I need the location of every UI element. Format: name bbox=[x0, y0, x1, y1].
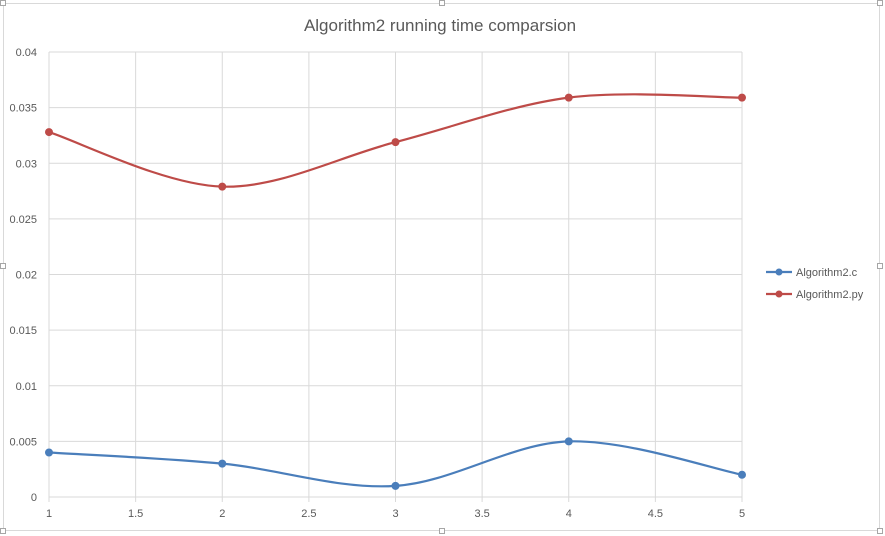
legend-label: Algorithm2.py bbox=[796, 289, 864, 301]
resize-handle-bottom-left[interactable] bbox=[0, 528, 6, 534]
x-tick-label: 1 bbox=[46, 508, 52, 520]
resize-handle-left[interactable] bbox=[0, 263, 6, 269]
y-axis-tick-labels: 0 0.005 0.01 0.015 0.02 0.025 0.03 0.035 0.04 bbox=[9, 47, 37, 504]
series-algorithm2-c[interactable] bbox=[45, 437, 746, 490]
resize-handle-right[interactable] bbox=[877, 263, 883, 269]
y-tick-label: 0.025 bbox=[9, 214, 37, 226]
y-tick-label: 0.015 bbox=[9, 325, 37, 337]
y-tick-label: 0.03 bbox=[16, 158, 37, 170]
legend-entry[interactable]: Algorithm2.c bbox=[766, 267, 858, 279]
x-tick-label: 2 bbox=[219, 508, 225, 520]
x-tick-label: 1.5 bbox=[128, 508, 143, 520]
resize-handle-bottom-right[interactable] bbox=[877, 528, 883, 534]
plot-area[interactable] bbox=[45, 93, 746, 490]
data-point[interactable] bbox=[564, 437, 573, 446]
x-axis-tick-labels: 1 1.5 2 2.5 3 3.5 4 4.5 5 bbox=[46, 508, 745, 520]
resize-handle-top[interactable] bbox=[439, 0, 445, 6]
y-tick-label: 0.005 bbox=[9, 436, 37, 448]
y-tick-label: 0.01 bbox=[16, 381, 37, 393]
y-tick-label: 0.035 bbox=[9, 103, 37, 115]
x-tick-label: 3.5 bbox=[474, 508, 489, 520]
data-point[interactable] bbox=[45, 448, 53, 457]
x-tick-label: 4.5 bbox=[648, 508, 663, 520]
data-point[interactable] bbox=[738, 93, 746, 102]
legend-marker-icon bbox=[775, 290, 783, 298]
data-point[interactable] bbox=[391, 481, 400, 490]
series-algorithm2-py[interactable] bbox=[45, 93, 746, 191]
y-tick-label: 0.04 bbox=[16, 47, 37, 59]
data-point[interactable] bbox=[218, 459, 227, 468]
data-point[interactable] bbox=[218, 182, 227, 191]
y-tick-label: 0 bbox=[31, 492, 37, 504]
data-point[interactable] bbox=[738, 470, 746, 479]
legend-label: Algorithm2.c bbox=[796, 267, 858, 279]
gridlines bbox=[48, 51, 743, 502]
data-point[interactable] bbox=[391, 138, 400, 147]
resize-handle-bottom[interactable] bbox=[439, 528, 445, 534]
x-tick-label: 4 bbox=[566, 508, 572, 520]
chart-area-border bbox=[3, 3, 880, 531]
legend-entry[interactable]: Algorithm2.py bbox=[766, 289, 864, 301]
x-tick-label: 5 bbox=[739, 508, 745, 520]
data-point[interactable] bbox=[564, 93, 573, 102]
resize-handle-top-left[interactable] bbox=[0, 0, 6, 6]
y-tick-label: 0.02 bbox=[16, 270, 37, 282]
chart-title[interactable]: Algorithm2 running time comparsion bbox=[304, 16, 576, 35]
legend-marker-icon bbox=[775, 268, 783, 276]
resize-handle-top-right[interactable] bbox=[877, 0, 883, 6]
x-tick-label: 2.5 bbox=[301, 508, 316, 520]
legend[interactable]: Algorithm2.c Algorithm2.py bbox=[766, 267, 864, 301]
x-tick-label: 3 bbox=[392, 508, 398, 520]
data-point[interactable] bbox=[45, 128, 53, 137]
